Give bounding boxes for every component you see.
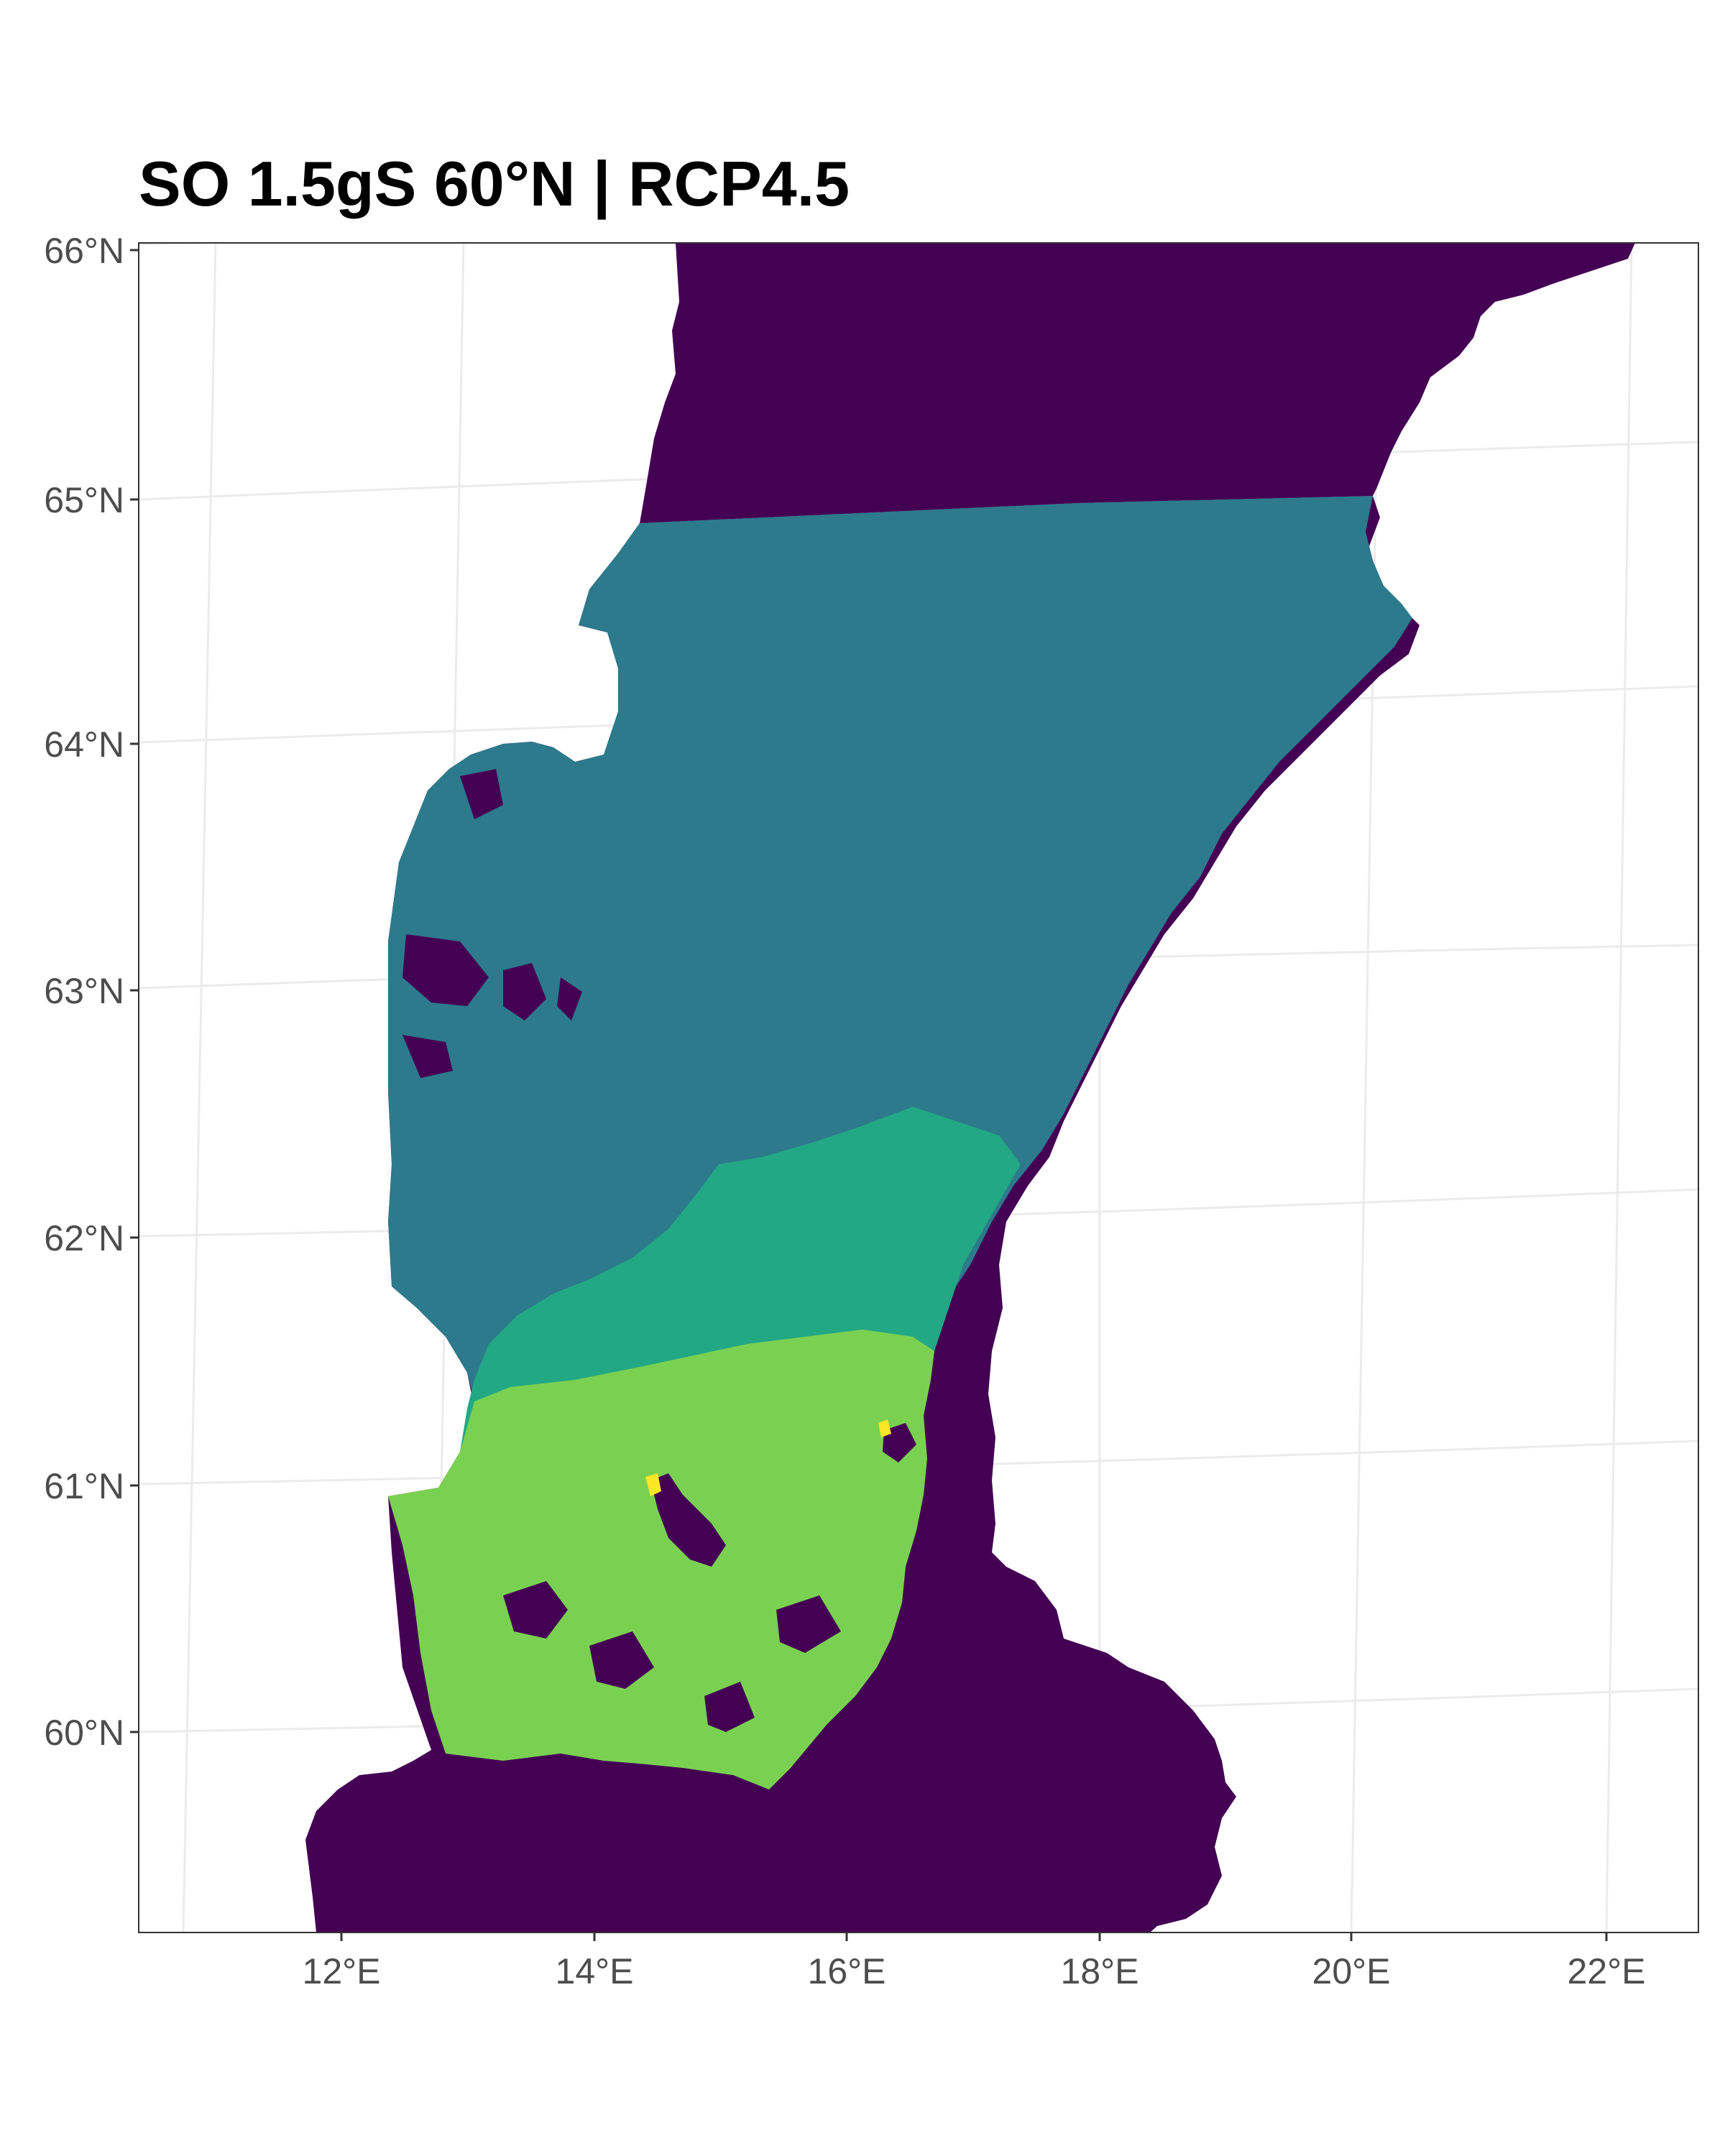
map-title: SO 1.5gS 60°N | RCP4.5 (139, 148, 850, 219)
graticule-lon-12 (182, 243, 217, 1932)
highland-patch-1 (402, 934, 489, 1006)
region-south-light-green (388, 1330, 934, 1789)
lake-small-5 (883, 1423, 916, 1462)
x-label-12: 12°E (303, 1951, 381, 1991)
graticule-lon-22 (1605, 243, 1633, 1932)
region-central-teal (388, 496, 1412, 1401)
y-label-64: 64°N (44, 724, 124, 765)
x-axis: 12°E 14°E 16°E 18°E 20°E 22°E (303, 1932, 1646, 1991)
panel-border (138, 242, 1699, 1933)
lake-small-1 (503, 1581, 568, 1639)
lake-small-2 (589, 1631, 654, 1689)
x-label-22: 22°E (1568, 1951, 1646, 1991)
raster-layer (305, 243, 1635, 1932)
y-axis: 66°N 65°N 64°N 63°N 62°N 61°N 60°N (44, 231, 139, 1753)
lake-siljan (650, 1473, 726, 1567)
yellow-spot-2 (878, 1419, 891, 1437)
highland-patch-4 (402, 1035, 453, 1078)
yellow-spot-1 (645, 1473, 661, 1496)
y-label-62: 62°N (44, 1218, 124, 1258)
y-label-65: 65°N (44, 480, 124, 520)
x-label-16: 16°E (808, 1951, 886, 1991)
x-label-20: 20°E (1312, 1951, 1391, 1991)
y-label-60: 60°N (44, 1713, 124, 1753)
highland-patch-3 (460, 769, 503, 819)
highland-patch-5 (557, 977, 582, 1021)
x-label-18: 18°E (1061, 1951, 1139, 1991)
x-label-14: 14°E (556, 1951, 634, 1991)
lake-small-4 (704, 1682, 755, 1732)
y-label-66: 66°N (44, 231, 124, 271)
lake-small-3 (776, 1595, 841, 1653)
region-north-dark (640, 243, 1635, 523)
y-label-63: 63°N (44, 971, 124, 1011)
y-label-61: 61°N (44, 1466, 124, 1506)
highland-patch-2 (503, 963, 546, 1021)
